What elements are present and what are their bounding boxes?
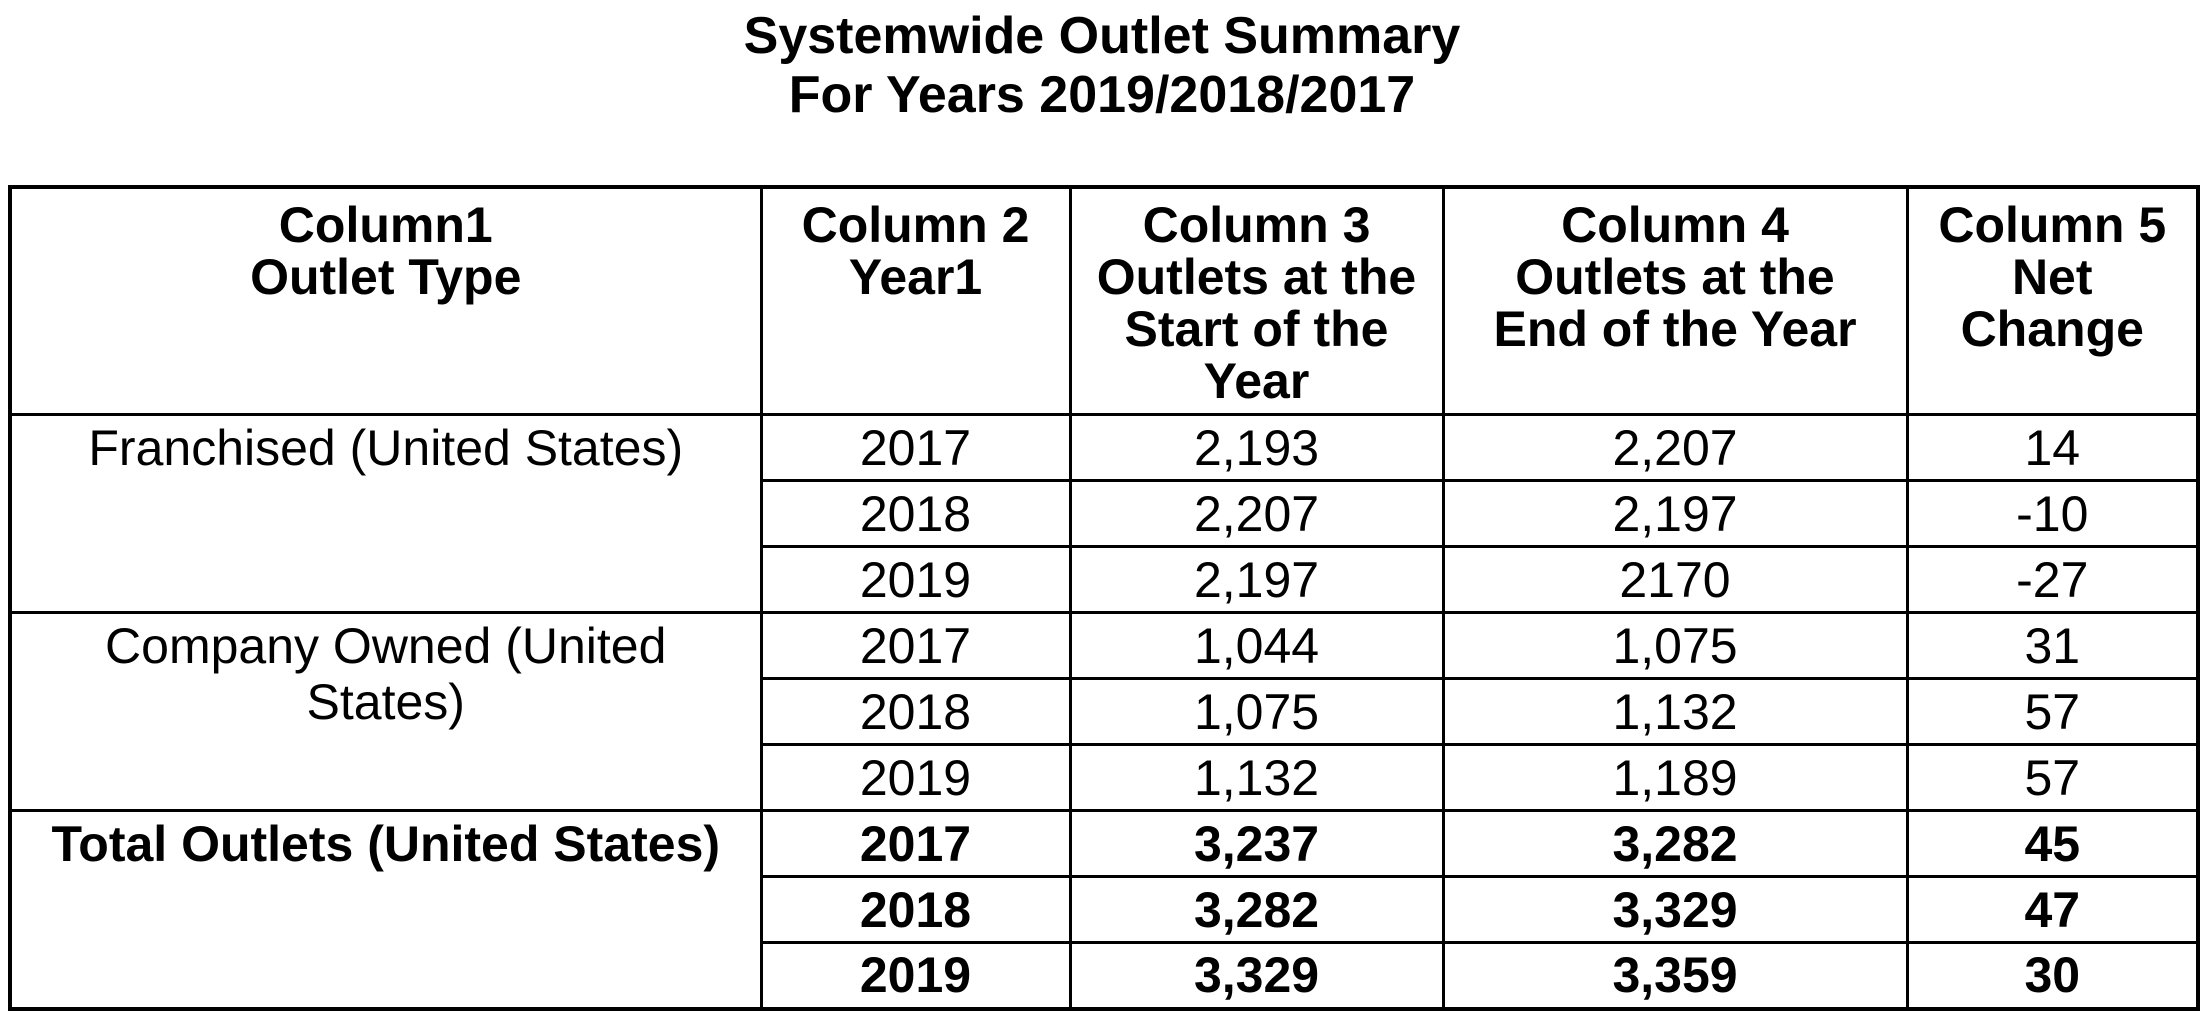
table-row: Company Owned (United States) 2017 1,044… [8,611,2200,812]
cell-outlets-end: 2170 [1441,545,1909,614]
cell-outlets-start: 2,193 [1068,413,1445,482]
header-net-change: Column 5 Net Change [1905,185,2200,416]
table-row: 2019 2,197 2170 -27 [10,545,2200,614]
cell-outlet-type-company-owned: Company Owned (United States) [8,611,763,812]
cell-outlets-start: 3,282 [1068,875,1445,944]
header-outlet-type: Column1 Outlet Type [8,185,763,416]
table-row-total: Total Outlets (United States) 2017 3,237… [8,809,2200,1010]
cell-net-change: 30 [1905,941,2200,1010]
header-year: Column 2 Year1 [759,185,1072,416]
outlet-type-label: Total Outlets (United States) [51,816,721,872]
cell-outlets-start: 2,197 [1068,545,1445,614]
cell-year: 2017 [759,809,1072,878]
cell-outlet-type-franchised: Franchised (United States) [8,413,763,614]
cell-outlets-end: 3,329 [1441,875,1909,944]
cell-outlets-start: 1,044 [1068,611,1445,680]
cell-year: 2018 [759,875,1072,944]
cell-net-change: 31 [1905,611,2200,680]
table-row: 2019 1,132 1,189 57 [10,743,2200,812]
cell-net-change: 14 [1905,413,2200,482]
outlet-type-label: Franchised (United States) [88,420,684,476]
table-row: Franchised (United States) 2017 2,193 2,… [8,413,2200,614]
cell-outlets-end: 1,189 [1441,743,1909,812]
cell-net-change: 57 [1905,743,2200,812]
cell-year: 2018 [759,677,1072,746]
cell-outlets-start: 3,329 [1068,941,1445,1010]
outlet-summary-table: Column1 Outlet Type Column 2 Year1 Column … [8,185,2200,1011]
cell-outlets-start: 2,207 [1068,479,1445,548]
cell-year: 2019 [759,941,1072,1010]
document-title: Systemwide Outlet Summary For Years 2019… [0,0,2204,125]
cell-year: 2018 [759,479,1072,548]
cell-outlets-start: 1,075 [1068,677,1445,746]
cell-outlets-end: 2,197 [1441,479,1909,548]
cell-net-change: 57 [1905,677,2200,746]
cell-net-change: 45 [1905,809,2200,878]
cell-year: 2017 [759,611,1072,680]
table-row: 2018 2,207 2,197 -10 [10,479,2200,548]
table-row-total: 2019 3,329 3,359 30 [10,941,2200,1010]
cell-net-change: 47 [1905,875,2200,944]
cell-outlets-end: 1,075 [1441,611,1909,680]
cell-outlets-start: 3,237 [1068,809,1445,878]
cell-outlet-type-total: Total Outlets (United States) [8,809,763,1010]
outlet-type-label: Company Owned (United States) [105,618,667,730]
cell-outlets-end: 2,207 [1441,413,1909,482]
cell-outlets-end: 3,359 [1441,941,1909,1010]
cell-net-change: -27 [1905,545,2200,614]
cell-outlets-end: 3,282 [1441,809,1909,878]
header-row: Column1 Outlet Type Column 2 Year1 Column … [8,185,2200,416]
header-outlets-end: Column 4 Outlets at the End of the Year [1441,185,1909,416]
cell-outlets-start: 1,132 [1068,743,1445,812]
cell-year: 2017 [759,413,1072,482]
cell-year: 2019 [759,743,1072,812]
cell-net-change: -10 [1905,479,2200,548]
cell-outlets-end: 1,132 [1441,677,1909,746]
cell-year: 2019 [759,545,1072,614]
title-line-1: Systemwide Outlet Summary [743,7,1461,65]
title-line-2: For Years 2019/2018/2017 [788,66,1416,124]
table-row: 2018 1,075 1,132 57 [10,677,2200,746]
table-row-total: 2018 3,282 3,329 47 [10,875,2200,944]
header-outlets-start: Column 3 Outlets at the Start of the Year [1068,185,1445,416]
